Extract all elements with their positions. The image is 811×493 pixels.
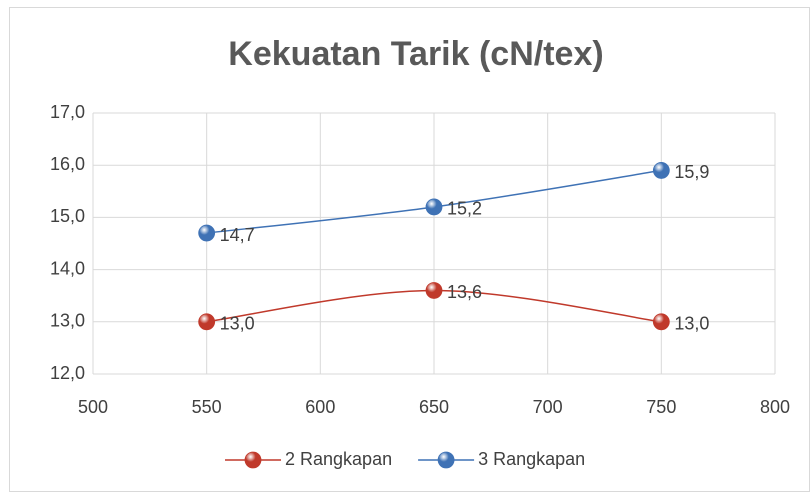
y-tick-label: 14,0 <box>50 258 85 278</box>
chart-border <box>9 7 810 492</box>
marker <box>425 282 443 299</box>
marker <box>425 198 443 216</box>
legend-label: 2 Rangkapan <box>285 449 392 469</box>
y-tick-label: 16,0 <box>50 154 85 174</box>
marker <box>652 313 670 331</box>
x-tick-label: 650 <box>419 397 449 417</box>
y-tick-label: 17,0 <box>50 102 85 122</box>
data-label: 13,6 <box>447 282 482 302</box>
data-label: 13,0 <box>220 314 255 334</box>
y-tick-label: 13,0 <box>50 311 85 331</box>
data-label: 13,0 <box>674 314 709 334</box>
marker <box>198 313 216 331</box>
x-tick-label: 600 <box>305 397 335 417</box>
y-tick-label: 15,0 <box>50 206 85 226</box>
legend-marker <box>437 451 455 469</box>
legend-label: 3 Rangkapan <box>478 449 585 469</box>
legend-marker <box>244 451 262 469</box>
data-label: 14,7 <box>220 225 255 245</box>
x-tick-label: 800 <box>760 397 790 417</box>
x-tick-label: 700 <box>533 397 563 417</box>
y-tick-label: 12,0 <box>50 363 85 383</box>
marker <box>652 162 670 179</box>
x-tick-label: 750 <box>646 397 676 417</box>
data-label: 15,9 <box>674 162 709 182</box>
x-tick-label: 500 <box>78 397 108 417</box>
marker <box>198 224 216 242</box>
chart-title: Kekuatan Tarik (cN/tex) <box>228 35 603 73</box>
data-label: 15,2 <box>447 199 482 219</box>
x-tick-label: 550 <box>192 397 222 417</box>
